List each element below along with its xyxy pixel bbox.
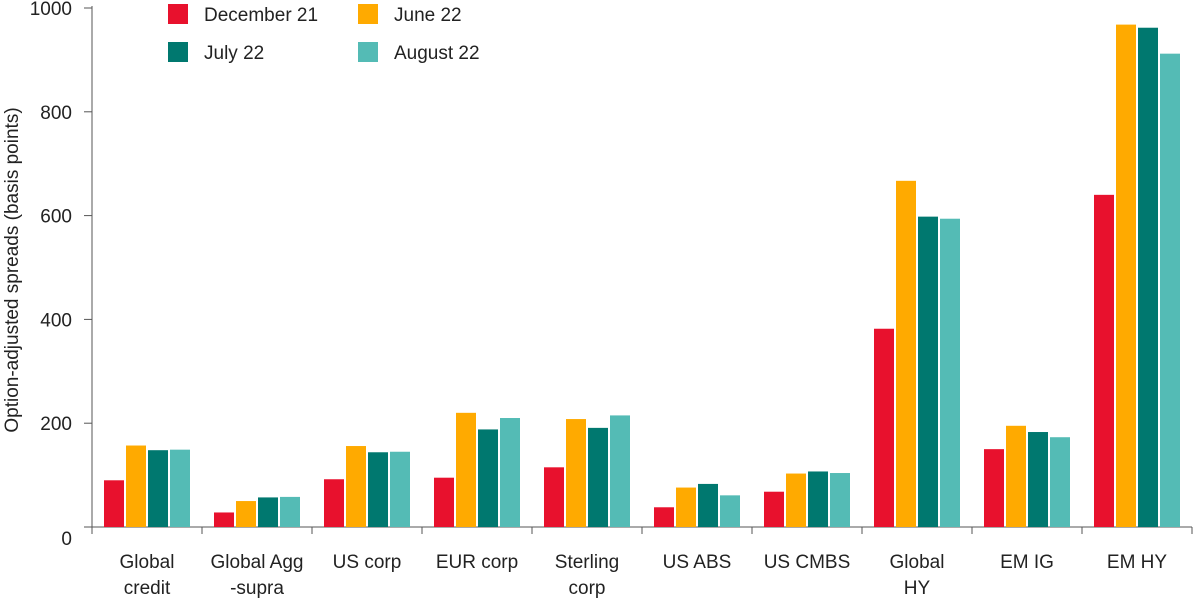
- y-tick-label: 0: [61, 529, 72, 550]
- legend-swatch: [168, 4, 188, 24]
- bar: [698, 483, 718, 527]
- bar: [478, 429, 498, 527]
- bar: [500, 418, 520, 527]
- bar: [126, 445, 146, 527]
- bar: [236, 501, 256, 527]
- legend: December 21 June 22 July 22 August 22: [168, 4, 480, 64]
- x-tick-label: US ABS: [663, 552, 732, 573]
- y-tick-label: 400: [40, 310, 72, 331]
- bars: [104, 24, 1180, 528]
- x-tick-label: HY: [904, 578, 931, 599]
- x-tick-label: Global: [120, 552, 175, 573]
- bar: [940, 218, 960, 528]
- y-tick-label: 600: [40, 207, 72, 228]
- y-tick-label: 1000: [30, 0, 72, 20]
- bar: [720, 495, 740, 527]
- bar: [676, 487, 696, 527]
- bar: [588, 427, 608, 527]
- bar: [830, 473, 850, 527]
- bar: [368, 452, 388, 527]
- bar: [104, 480, 124, 527]
- legend-label: December 21: [204, 5, 318, 26]
- x-tick-label: EM IG: [1000, 552, 1054, 573]
- bar: [918, 216, 938, 527]
- x-tick-label: US corp: [333, 552, 402, 573]
- bar: [258, 497, 278, 527]
- bar: [654, 507, 674, 527]
- bar: [324, 479, 344, 527]
- bar: [456, 412, 476, 527]
- bar: [1138, 27, 1158, 528]
- bar: [764, 491, 784, 527]
- x-tick-label: -supra: [230, 578, 284, 599]
- bar: [346, 446, 366, 527]
- bar: [1028, 432, 1048, 527]
- y-tick-label: 200: [40, 414, 72, 435]
- bar: [1094, 194, 1114, 527]
- legend-label: June 22: [394, 5, 462, 26]
- bar: [170, 449, 190, 527]
- x-axis: Global credit Global Agg -supra US corp EUR c…: [91, 526, 1193, 599]
- x-tick-label: Global Agg: [211, 552, 304, 573]
- bar: [896, 180, 916, 527]
- bar: [214, 512, 234, 527]
- bar: [544, 467, 564, 527]
- bar: [566, 419, 586, 527]
- bar: [1160, 53, 1180, 528]
- bar: [390, 451, 410, 527]
- x-tick-label: US CMBS: [764, 552, 851, 573]
- legend-label: August 22: [394, 43, 480, 64]
- bar: [786, 473, 806, 527]
- bar: [610, 415, 630, 527]
- bar: [148, 450, 168, 527]
- legend-swatch: [168, 42, 188, 62]
- x-tick-label: EM HY: [1107, 552, 1168, 573]
- x-tick-label: credit: [124, 578, 171, 599]
- legend-swatch: [358, 42, 378, 62]
- bar: [1006, 425, 1026, 527]
- x-tick-label: Global: [890, 552, 945, 573]
- legend-label: July 22: [204, 43, 264, 64]
- bar: [434, 477, 454, 527]
- bar: [1116, 24, 1136, 527]
- x-tick-label: corp: [569, 578, 606, 599]
- y-axis-label: Option-adjusted spreads (basis points): [2, 107, 23, 432]
- bar: [874, 328, 894, 527]
- bar: [984, 449, 1004, 527]
- y-axis: 0 200 400 600 800 1000: [30, 0, 93, 550]
- legend-swatch: [358, 4, 378, 24]
- bar: [808, 471, 828, 527]
- x-tick-label: Sterling: [555, 552, 619, 573]
- bar: [280, 496, 300, 527]
- x-tick-label: EUR corp: [436, 552, 518, 573]
- bar: [1050, 437, 1070, 527]
- y-tick-label: 800: [40, 103, 72, 124]
